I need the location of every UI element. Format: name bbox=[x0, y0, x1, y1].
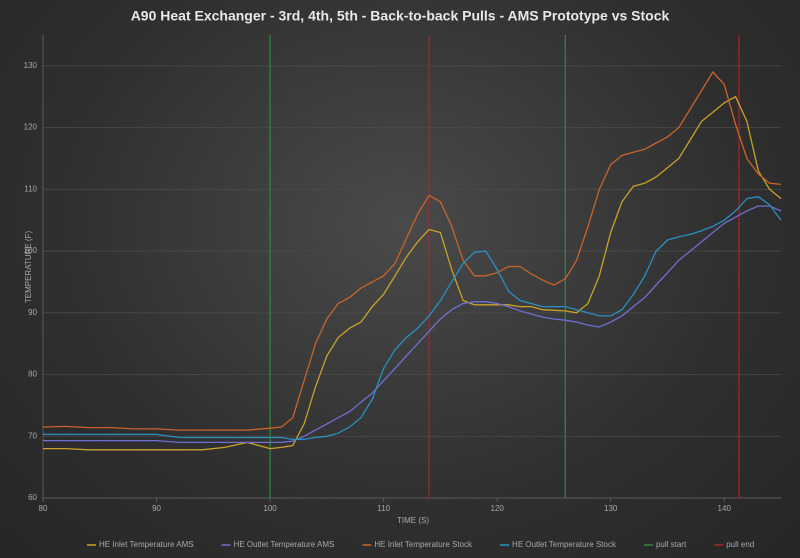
y-tick-label: 130 bbox=[24, 61, 38, 70]
chart-title: A90 Heat Exchanger - 3rd, 4th, 5th - Bac… bbox=[131, 8, 670, 24]
x-tick-label: 100 bbox=[263, 504, 277, 513]
legend-label: HE Inlet Temperature Stock bbox=[374, 540, 473, 549]
series-line bbox=[43, 205, 782, 444]
y-tick-label: 80 bbox=[28, 370, 37, 379]
x-tick-label: 130 bbox=[604, 504, 618, 513]
series-line bbox=[42, 70, 782, 431]
x-tick-label: 120 bbox=[490, 504, 504, 513]
y-tick-label: 110 bbox=[24, 184, 37, 193]
legend-label: HE Inlet Temperature AMS bbox=[99, 540, 194, 549]
y-tick-label: 90 bbox=[28, 308, 37, 317]
y-tick-label: 60 bbox=[28, 493, 37, 502]
y-tick-label: 120 bbox=[24, 123, 38, 132]
series-line bbox=[43, 196, 782, 441]
legend-label: HE Outlet Temperature Stock bbox=[512, 540, 617, 549]
legend-label: pull end bbox=[726, 540, 754, 549]
series-line bbox=[43, 95, 782, 451]
legend-label: pull start bbox=[656, 540, 687, 549]
y-axis-label: TEMPERATURE (F) bbox=[24, 231, 33, 304]
x-tick-label: 110 bbox=[377, 504, 390, 513]
x-tick-label: 80 bbox=[39, 504, 48, 513]
x-axis-label: TIME (S) bbox=[397, 516, 429, 525]
y-tick-label: 100 bbox=[24, 246, 38, 255]
x-tick-label: 140 bbox=[718, 504, 732, 513]
x-tick-label: 90 bbox=[152, 504, 161, 513]
legend-label: HE Outlet Temperature AMS bbox=[234, 540, 335, 549]
y-tick-label: 70 bbox=[28, 431, 37, 440]
